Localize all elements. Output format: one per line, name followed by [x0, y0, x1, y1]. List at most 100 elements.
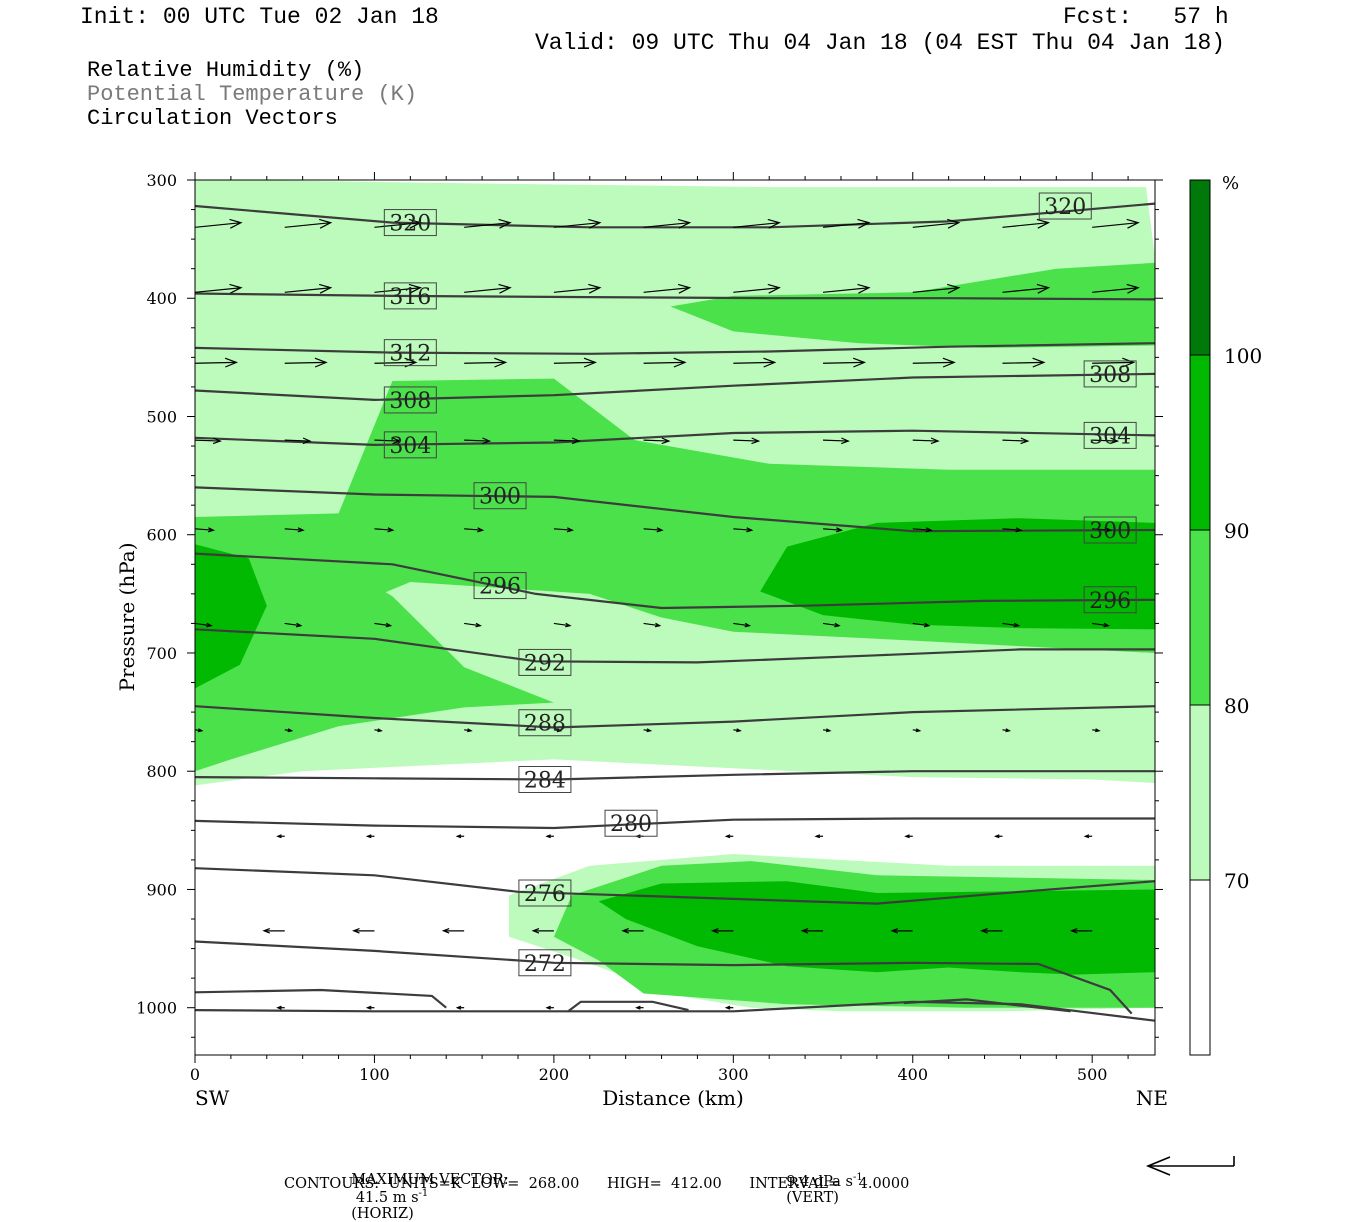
- vector-arrow: [733, 287, 780, 293]
- contour-label-box: [518, 765, 572, 793]
- vector-arrowhead: [314, 357, 328, 368]
- vector-arrowhead: [276, 1005, 282, 1010]
- vector-arrow: [912, 361, 955, 364]
- vector-arrowhead: [1105, 527, 1113, 533]
- vector-arrowhead: [1110, 437, 1120, 445]
- vector-arrow: [553, 622, 571, 627]
- vector-arrow: [464, 222, 511, 228]
- x-tick-label: 400: [897, 1065, 928, 1084]
- contour-label: 320: [383, 209, 437, 237]
- theta-contour-276: [195, 867, 1155, 905]
- vector-arrowhead: [751, 437, 761, 445]
- contour-label-text: 272: [524, 952, 566, 977]
- vector-arrow: [823, 361, 865, 364]
- vector-arrowhead: [545, 1005, 551, 1010]
- contour-label-text: 316: [389, 285, 431, 310]
- x-end-label-right: NE: [1136, 1086, 1168, 1110]
- vector-arrowhead: [825, 728, 832, 733]
- theta-contour-308: [195, 372, 1155, 402]
- contour-label-box: [1083, 421, 1137, 449]
- vector-arrowhead: [475, 622, 482, 628]
- vector-arrowhead: [1126, 283, 1140, 294]
- contour-label: 292: [518, 648, 572, 676]
- vector-arrowhead: [365, 834, 372, 839]
- colorbar-band: [1189, 704, 1211, 881]
- vector-arrow: [1092, 528, 1111, 531]
- colorbar: % 70 80 90 100: [1189, 173, 1262, 1056]
- init-time: Init: 00 UTC Tue 02 Jan 18: [80, 4, 439, 30]
- vector-arrow: [284, 287, 331, 293]
- contour-label-box: [518, 949, 572, 977]
- contour-label-box: [1038, 192, 1092, 220]
- contour-label-box: [383, 282, 437, 310]
- vector-arrowhead: [455, 1005, 462, 1010]
- vector-arrowhead: [947, 218, 961, 229]
- vector-arrowhead: [710, 928, 719, 934]
- vector-arrowhead: [408, 218, 423, 229]
- vector-arrow: [374, 361, 416, 364]
- vector-arrow: [1002, 287, 1049, 293]
- horiz-value: 41.5 m s: [355, 1189, 419, 1206]
- theta-contours: [195, 202, 1155, 1022]
- contour-label: 300: [473, 482, 527, 510]
- x-axis-title: Distance (km): [602, 1086, 744, 1110]
- vector-arrowhead: [229, 283, 243, 294]
- theta-contour-292: [195, 628, 1155, 664]
- vector-arrowhead: [1036, 283, 1051, 294]
- vector-arrowhead: [942, 357, 956, 368]
- vector-arrowhead: [1036, 218, 1051, 229]
- y-axis-title: Pressure (hPa): [115, 543, 139, 692]
- vector-arrowhead: [1122, 357, 1136, 368]
- contour-label-text: 300: [479, 485, 521, 510]
- vector-arrow: [374, 439, 400, 442]
- contour-label-box: [518, 879, 572, 907]
- vector-arrow: [912, 439, 939, 442]
- vector-arrow: [195, 439, 221, 442]
- vector-arrow: [195, 622, 212, 627]
- contour-label-text: 308: [1089, 363, 1131, 388]
- vector-arrow: [195, 222, 242, 228]
- vector-arrowhead: [1013, 622, 1021, 628]
- vector-arrow: [553, 528, 573, 531]
- circulation-vectors: [195, 218, 1140, 1010]
- y-tick-label: 700: [146, 644, 177, 663]
- vector-arrowhead: [262, 928, 271, 934]
- vector-arrowhead: [763, 357, 777, 368]
- vector-arrowhead: [947, 283, 961, 294]
- vector-arrow: [284, 222, 331, 228]
- vector-arrowhead: [1020, 437, 1030, 445]
- contour-label: 276: [518, 879, 572, 907]
- contour-label-text: 284: [524, 768, 566, 793]
- vector-arrow: [374, 287, 421, 293]
- colorbar-band: [1189, 529, 1211, 706]
- vector-arrow: [733, 439, 759, 442]
- horiz-exponent: -1: [418, 1188, 429, 1199]
- x-end-label-left: SW: [195, 1086, 230, 1110]
- vector-arrow: [822, 287, 870, 293]
- contour-label-text: 280: [610, 812, 652, 837]
- vector-arrowhead: [890, 928, 899, 934]
- vector-arrowhead: [352, 928, 360, 934]
- vector-arrowhead: [621, 928, 629, 934]
- vector-arrowhead: [276, 834, 282, 839]
- vector-arrowhead: [566, 527, 574, 533]
- vector-arrowhead: [498, 218, 512, 229]
- vector-arrowhead: [392, 437, 402, 445]
- vector-arrowhead: [925, 527, 933, 533]
- vector-arrowhead: [841, 437, 850, 445]
- x-tick-label: 200: [539, 1065, 570, 1084]
- vector-arrowhead: [814, 834, 821, 839]
- vector-arrowhead: [746, 527, 754, 533]
- contour-label: 304: [1083, 421, 1137, 449]
- vector-arrowhead: [302, 437, 312, 445]
- theta-contour-312: [195, 342, 1155, 355]
- contour-label-box: [604, 809, 658, 837]
- vector-arrow: [195, 528, 214, 531]
- legend-rh: Relative Humidity (%): [87, 58, 365, 83]
- theta-contour-304: [195, 429, 1155, 447]
- vector-arrow: [553, 287, 600, 293]
- contour-label: 284: [518, 765, 572, 793]
- vector-arrow: [733, 528, 752, 531]
- vector-arrowhead: [441, 928, 450, 934]
